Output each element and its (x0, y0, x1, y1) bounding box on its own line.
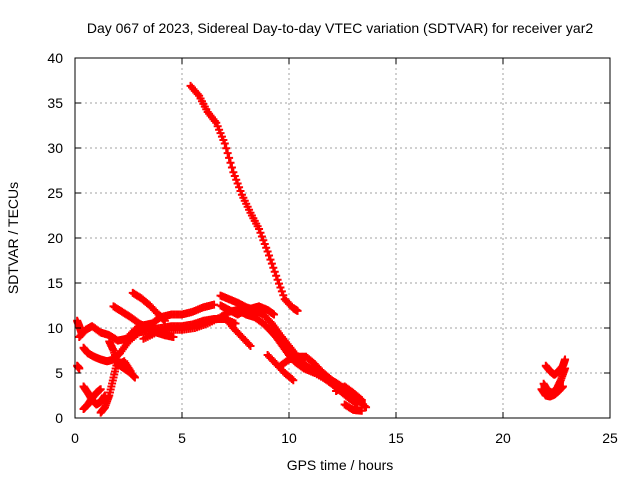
data-point-fill (269, 263, 278, 272)
data-point (77, 328, 86, 337)
x-tick-label: 20 (495, 430, 511, 446)
data-point-fill (236, 187, 245, 196)
data-point-fill (193, 90, 202, 99)
data-point (169, 333, 178, 341)
series-track-20 (113, 357, 135, 376)
data-point (255, 225, 264, 233)
series-track-8 (216, 301, 279, 319)
series-track-13 (263, 351, 298, 385)
data-point-fill (270, 267, 279, 276)
y-tick-label: 15 (47, 275, 63, 291)
data-point-fill (275, 279, 284, 288)
data-point (357, 396, 366, 404)
data-point-fill (260, 240, 269, 248)
data-point-fill (235, 183, 244, 192)
data-point-fill (259, 236, 268, 245)
data-point (229, 168, 238, 177)
data-point-fill (159, 315, 168, 324)
data-point-fill (245, 340, 254, 349)
series-track-17 (79, 385, 105, 413)
data-point (362, 403, 371, 412)
data-point-fill (279, 291, 288, 300)
y-tick-label: 20 (47, 230, 63, 246)
data-point-fill (276, 283, 285, 292)
data-point-fill (233, 179, 242, 188)
data-point-fill (223, 149, 232, 158)
data-point-fill (125, 365, 134, 374)
data-point-fill (262, 243, 271, 252)
data-point (130, 373, 139, 382)
y-tick-label: 0 (55, 410, 63, 426)
series-track-23 (541, 355, 570, 379)
series-track-9 (220, 313, 255, 350)
series-track-1 (186, 81, 302, 315)
series-track-12 (340, 400, 366, 415)
data-point-fill (287, 375, 296, 383)
data-point-fill (267, 259, 276, 268)
axis-ticks (74, 57, 611, 419)
series-track-5 (128, 288, 169, 325)
data-point-fill (222, 144, 231, 153)
data-series (73, 81, 570, 417)
data-point-fill (273, 275, 282, 284)
data-point (293, 306, 302, 315)
data-point (160, 316, 169, 325)
y-tick-label: 35 (47, 95, 63, 111)
data-point (126, 367, 135, 376)
data-point (220, 139, 229, 148)
data-point (270, 310, 279, 319)
data-point-fill (257, 232, 266, 241)
data-point-fill (227, 163, 236, 172)
x-tick-label: 15 (388, 430, 404, 446)
series-track-14 (73, 316, 86, 337)
x-tick-label: 5 (178, 430, 186, 446)
data-point (357, 406, 366, 415)
data-point-fill (266, 255, 275, 264)
data-point-fill (360, 402, 369, 410)
x-axis-label: GPS time / hours (287, 457, 394, 473)
x-tick-label: 0 (71, 430, 79, 446)
series-track-22 (539, 364, 570, 397)
data-point (75, 364, 84, 373)
y-tick-label: 5 (55, 365, 63, 381)
y-tick-label: 30 (47, 140, 63, 156)
data-point-fill (226, 158, 235, 167)
data-point-fill (256, 228, 265, 237)
data-point (289, 376, 298, 385)
grid-lines (75, 58, 610, 418)
y-axis-label: SDTVAR / TECUs (5, 182, 21, 294)
data-point (263, 247, 272, 256)
x-tick-label: 10 (281, 430, 297, 446)
data-point-fill (230, 172, 239, 181)
series-track-11 (332, 382, 366, 404)
data-point (272, 271, 281, 280)
y-tick-label: 40 (47, 50, 63, 66)
data-point (561, 355, 570, 364)
data-point-fill (356, 394, 365, 403)
chart-title: Day 067 of 2023, Sidereal Day-to-day VTE… (87, 20, 593, 36)
data-point-fill (232, 175, 241, 184)
data-point-fill (277, 287, 286, 296)
tick-labels: 0 5 10 15 20 25 0 5 10 15 20 25 30 35 40 (47, 50, 618, 446)
y-tick-label: 10 (47, 320, 63, 336)
data-point (246, 342, 255, 350)
x-tick-label: 25 (602, 430, 618, 446)
data-point-fill (225, 153, 234, 162)
data-point (96, 385, 105, 394)
data-point-fill (265, 251, 274, 260)
y-tick-label: 25 (47, 185, 63, 201)
